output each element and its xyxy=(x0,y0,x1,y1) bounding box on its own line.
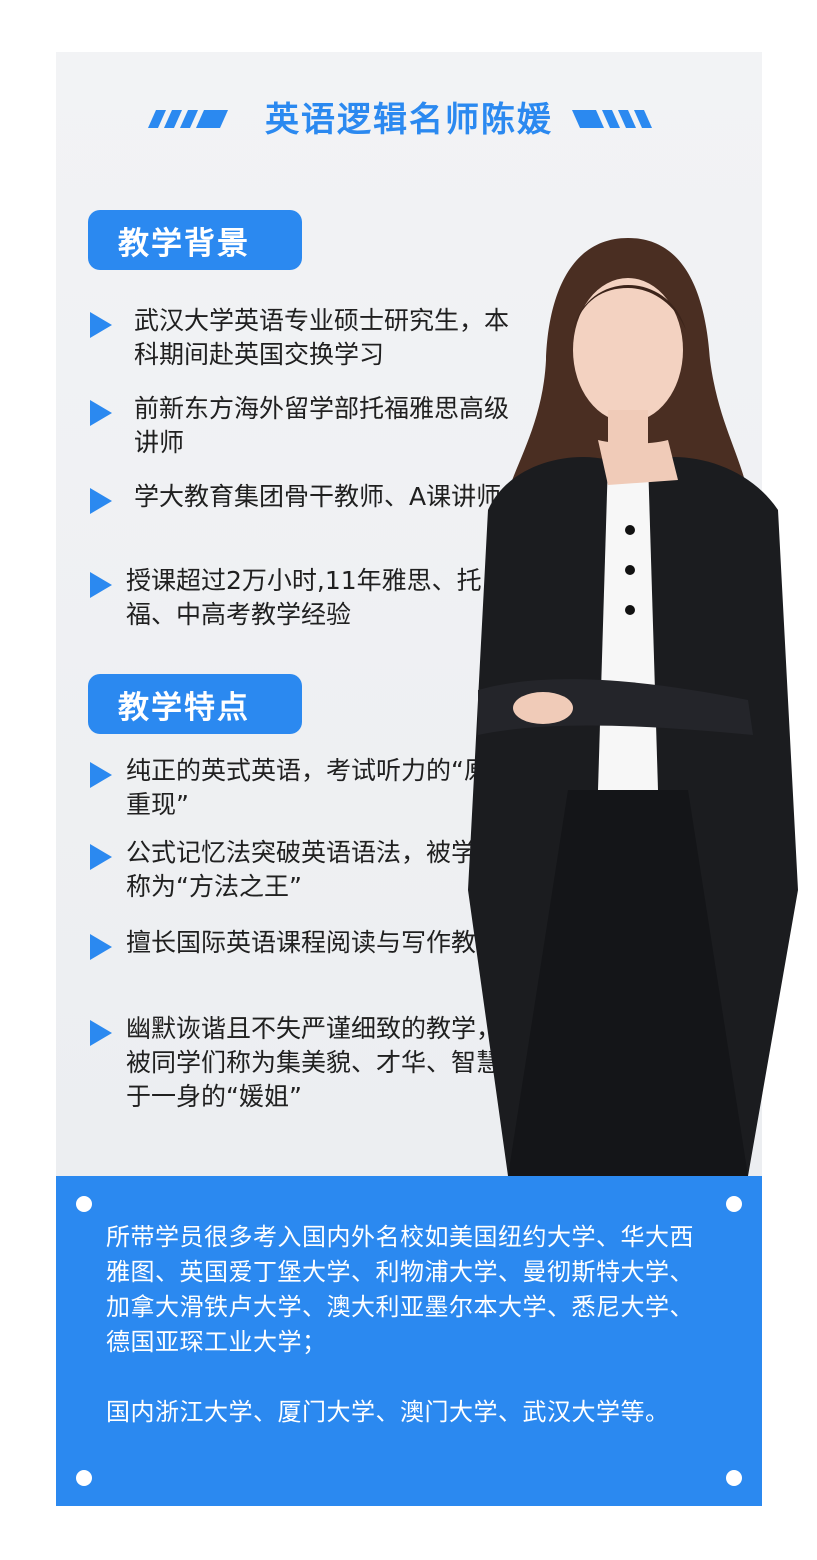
list-item-text: 擅长国际英语课程阅读与写作教学 xyxy=(126,928,502,957)
bullet-triangle-icon xyxy=(90,400,112,426)
list-item-text: 公式记忆法突破英语语法，被学生称为“方法之王” xyxy=(126,838,502,901)
bullet-triangle-icon xyxy=(90,762,112,788)
section-heading-features: 教学特点 xyxy=(88,674,302,734)
achievements-paragraph-domestic: 国内浙江大学、厦门大学、澳门大学、武汉大学等。 xyxy=(106,1398,670,1426)
bullet-triangle-icon xyxy=(90,1020,112,1046)
list-item-text: 纯正的英式英语，考试听力的“原音重现” xyxy=(126,756,514,819)
corner-dot-icon xyxy=(76,1470,92,1486)
list-item-text: 学大教育集团骨干教师、A课讲师 xyxy=(134,482,502,511)
bullet-triangle-icon xyxy=(90,934,112,960)
corner-dot-icon xyxy=(76,1196,92,1212)
list-item-text: 武汉大学英语专业硕士研究生，本科期间赴英国交换学习 xyxy=(134,306,510,369)
bullet-triangle-icon xyxy=(90,488,112,514)
list-item-text: 幽默诙谐且不失严谨细致的教学，被同学们称为集美貌、才华、智慧于一身的“媛姐” xyxy=(126,1014,502,1111)
title-stripes-right-icon xyxy=(572,110,652,128)
title-banner: 英语逻辑名师陈媛 xyxy=(56,88,762,148)
list-item-text: 授课超过2万小时,11年雅思、托福、中高考教学经验 xyxy=(126,566,482,629)
achievements-box: 所带学员很多考入国内外名校如美国纽约大学、华大西雅图、英国爱丁堡大学、利物浦大学… xyxy=(56,1176,762,1506)
teacher-portrait xyxy=(468,238,798,1176)
corner-dot-icon xyxy=(726,1196,742,1212)
bullet-triangle-icon xyxy=(90,312,112,338)
achievements-text: 所带学员很多考入国内外名校如美国纽约大学、华大西雅图、英国爱丁堡大学、利物浦大学… xyxy=(106,1220,706,1430)
bullet-triangle-icon xyxy=(90,844,112,870)
page-title: 英语逻辑名师陈媛 xyxy=(265,100,553,140)
section-heading-background: 教学背景 xyxy=(88,210,302,270)
title-stripes-left-icon xyxy=(148,110,228,128)
achievements-paragraph-abroad: 所带学员很多考入国内外名校如美国纽约大学、华大西雅图、英国爱丁堡大学、利物浦大学… xyxy=(106,1223,694,1356)
corner-dot-icon xyxy=(726,1470,742,1486)
list-item-text: 前新东方海外留学部托福雅思高级讲师 xyxy=(134,394,510,457)
bullet-triangle-icon xyxy=(90,572,112,598)
